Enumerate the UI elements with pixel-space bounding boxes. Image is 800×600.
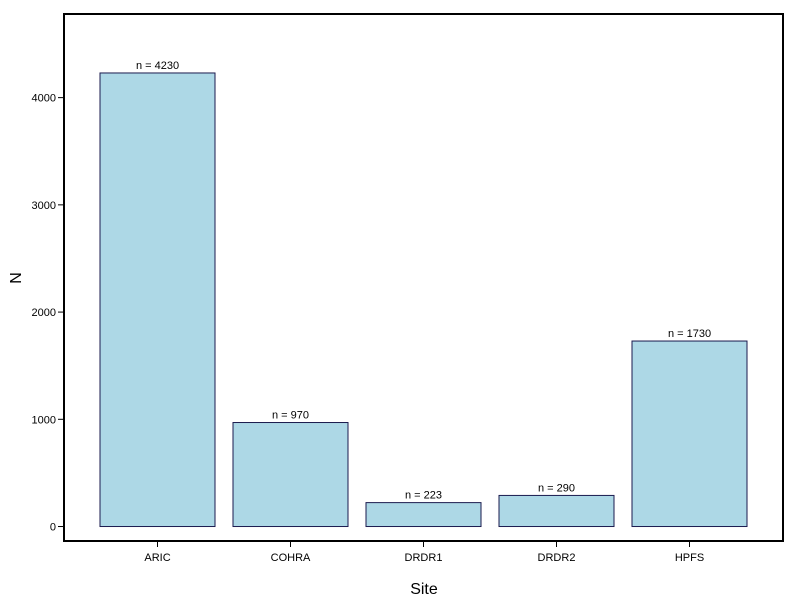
x-tick-label-drdr2: DRDR2 [538, 552, 576, 564]
y-tick-label: 3000 [32, 200, 56, 212]
y-axis: 0 1000 2000 3000 4000 [32, 93, 64, 534]
bar-value-label: n = 290 [538, 482, 575, 494]
y-tick-label: 0 [50, 522, 56, 534]
y-axis-title: N [8, 272, 25, 284]
y-tick-label: 1000 [32, 414, 56, 426]
bar-value-label: n = 223 [405, 490, 442, 502]
x-tick-label-cohra: COHRA [271, 552, 311, 564]
bar-value-label: n = 4230 [136, 60, 179, 72]
bar-value-label: n = 1730 [668, 328, 711, 340]
bar-drdr1 [365, 502, 482, 528]
x-tick-label-aric: ARIC [144, 552, 170, 564]
bar-value-label: n = 970 [272, 410, 309, 422]
x-tick-label-hpfs: HPFS [675, 552, 704, 564]
bar-series [99, 72, 748, 528]
bar-cohra [232, 422, 349, 528]
bar-aric [99, 72, 216, 528]
x-tick-label-drdr1: DRDR1 [405, 552, 443, 564]
y-tick-label: 2000 [32, 307, 56, 319]
bar-drdr2 [498, 494, 615, 528]
x-axis-title: Site [410, 581, 438, 598]
y-tick-label: 4000 [32, 93, 56, 105]
x-axis: ARIC COHRA DRDR1 DRDR2 HPFS [144, 541, 704, 564]
bar-hpfs [631, 340, 748, 528]
bar-labels: n = 4230 n = 970 n = 223 n = 290 n = 1730 [136, 60, 711, 502]
